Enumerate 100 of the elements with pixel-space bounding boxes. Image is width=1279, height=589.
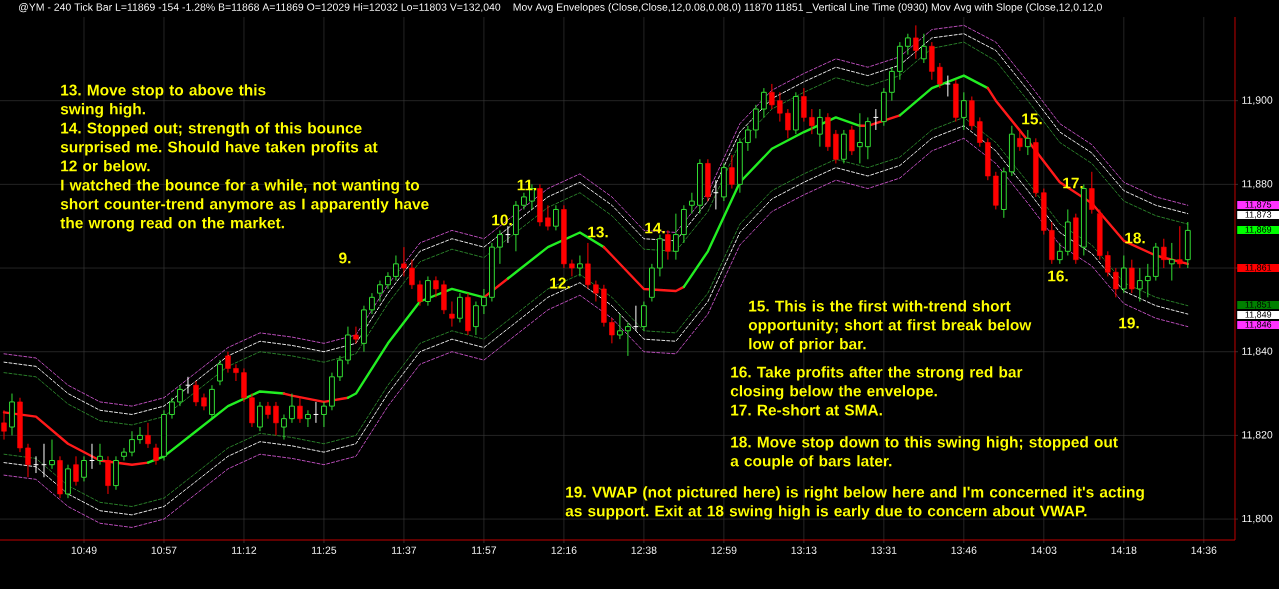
candlestick — [377, 280, 383, 303]
candlestick — [81, 455, 87, 482]
annotation: 17. — [1063, 177, 1083, 189]
annotation: 17. Re-short at SMA. — [731, 404, 882, 416]
x-tick-label: 13:13 — [791, 546, 817, 554]
candlestick — [904, 33, 911, 56]
candlestick — [153, 443, 159, 466]
annotation: 18. Move stop down to this swing high; stopped out a couple of bars later. — [730, 436, 1118, 470]
candlestick — [1168, 242, 1175, 282]
candlestick — [193, 380, 199, 407]
candlestick — [937, 62, 943, 89]
candlestick — [1129, 259, 1135, 294]
candlestick — [816, 108, 823, 148]
text: 11,869 — [1245, 226, 1272, 234]
candlestick — [801, 87, 807, 123]
candlestick — [888, 66, 895, 102]
candlestick — [353, 326, 359, 344]
candlestick — [769, 83, 775, 110]
candlestick — [97, 443, 103, 466]
y-tick-label: 11,840 — [1242, 347, 1273, 357]
candlestick — [305, 409, 311, 428]
candlestick — [449, 301, 455, 328]
x-tick-label: 14:36 — [1191, 546, 1217, 554]
candlestick — [337, 355, 343, 382]
candlestick — [1177, 225, 1183, 269]
candlestick — [809, 108, 815, 135]
candlestick — [217, 359, 223, 386]
candlestick — [856, 112, 863, 164]
x-tick-label: 12:59 — [711, 546, 737, 554]
x-tick-label: 13:46 — [951, 546, 977, 554]
x-tick-label: 11:57 — [472, 546, 497, 554]
candlestick — [672, 213, 679, 261]
candlestick — [1089, 171, 1095, 215]
candlestick — [617, 313, 623, 340]
x-tick-label: 11:25 — [312, 546, 337, 554]
line-series — [986, 86, 1189, 266]
candlestick — [849, 125, 855, 156]
candlestick — [145, 422, 151, 449]
candlestick — [297, 397, 303, 424]
candlestick — [1113, 267, 1119, 298]
text: 11,849 — [1245, 311, 1272, 319]
candlestick — [25, 443, 31, 478]
x-tick-label: 14:03 — [1031, 546, 1057, 554]
line-series — [282, 392, 350, 404]
candlestick — [417, 280, 423, 307]
candlestick — [457, 292, 463, 323]
candlestick — [1024, 129, 1031, 156]
candlestick — [569, 259, 575, 277]
annotation: 18. — [1125, 232, 1145, 244]
x-tick-label: 12:16 — [551, 546, 577, 554]
y-tick-label: 11,900 — [1242, 96, 1273, 105]
candlestick — [281, 413, 287, 441]
annotation: 14. — [645, 222, 665, 234]
annotation: 16. Take profits after the strong red bar closing below the envelope. — [730, 366, 1023, 400]
candlestick — [321, 401, 327, 428]
annotation: 11. — [517, 179, 537, 191]
candlestick — [433, 275, 439, 298]
y-tick-label: 11,800 — [1242, 514, 1273, 524]
annotation: 13. — [588, 226, 608, 238]
candlestick — [1056, 242, 1063, 265]
candlestick — [872, 108, 879, 131]
candlestick — [545, 204, 551, 231]
text: 11,846 — [1245, 321, 1272, 329]
candlestick — [177, 384, 183, 407]
candlestick — [289, 393, 295, 424]
chart-subtitle: Mov Avg Envelopes (Close,Close,12,0.08,0.08,0) 11870 11851 _Vertical Line Time (0930) Mov Avg with Slope (Close,12,0.12,0 — [513, 3, 1102, 13]
candlestick — [593, 280, 599, 303]
candlestick — [129, 430, 135, 457]
candlestick — [640, 301, 647, 332]
x-tick-label: 12:38 — [631, 546, 657, 554]
x-tick-label: 11:37 — [392, 546, 417, 554]
candlestick — [752, 104, 759, 139]
x-tick-label: 10:57 — [151, 546, 177, 554]
candlestick — [712, 179, 719, 210]
candlestick — [481, 288, 487, 315]
x-tick-label: 10:49 — [71, 546, 97, 554]
annotation: 19. VWAP (not pictured here) is right below here and I'm concerned it's acting as support. Exit at 18 swing high is early due to concern about VWAP. — [565, 486, 1144, 520]
candlestick — [1136, 267, 1143, 303]
candlestick — [233, 363, 239, 382]
candlestick — [409, 259, 415, 290]
x-tick-label: 13:31 — [871, 546, 897, 554]
candlestick — [137, 426, 143, 445]
candlestick — [577, 254, 583, 277]
candlestick — [49, 439, 55, 470]
annotation: 12. — [550, 277, 570, 289]
annotation: 15. This is the first with-trend short opportunity; short at first break below low of prior bar. — [748, 300, 1032, 353]
x-tick-label: 14:18 — [1111, 546, 1137, 554]
candlestick — [785, 108, 791, 139]
candlestick — [609, 317, 615, 344]
candlestick — [625, 321, 631, 357]
candlestick — [633, 305, 639, 332]
annotation: 13. Move stop to above this swing high. — [60, 84, 266, 118]
candlestick — [401, 246, 407, 277]
candlestick — [497, 229, 503, 265]
annotation: 16. — [1048, 270, 1068, 282]
text: 11,873 — [1245, 211, 1272, 219]
candlestick — [744, 125, 751, 152]
candlestick — [1017, 129, 1023, 152]
annotation: 14. Stopped out; strength of this bounce surprised me. Should have taken profits at 12 or below. — [60, 122, 378, 172]
candlestick — [665, 229, 671, 261]
